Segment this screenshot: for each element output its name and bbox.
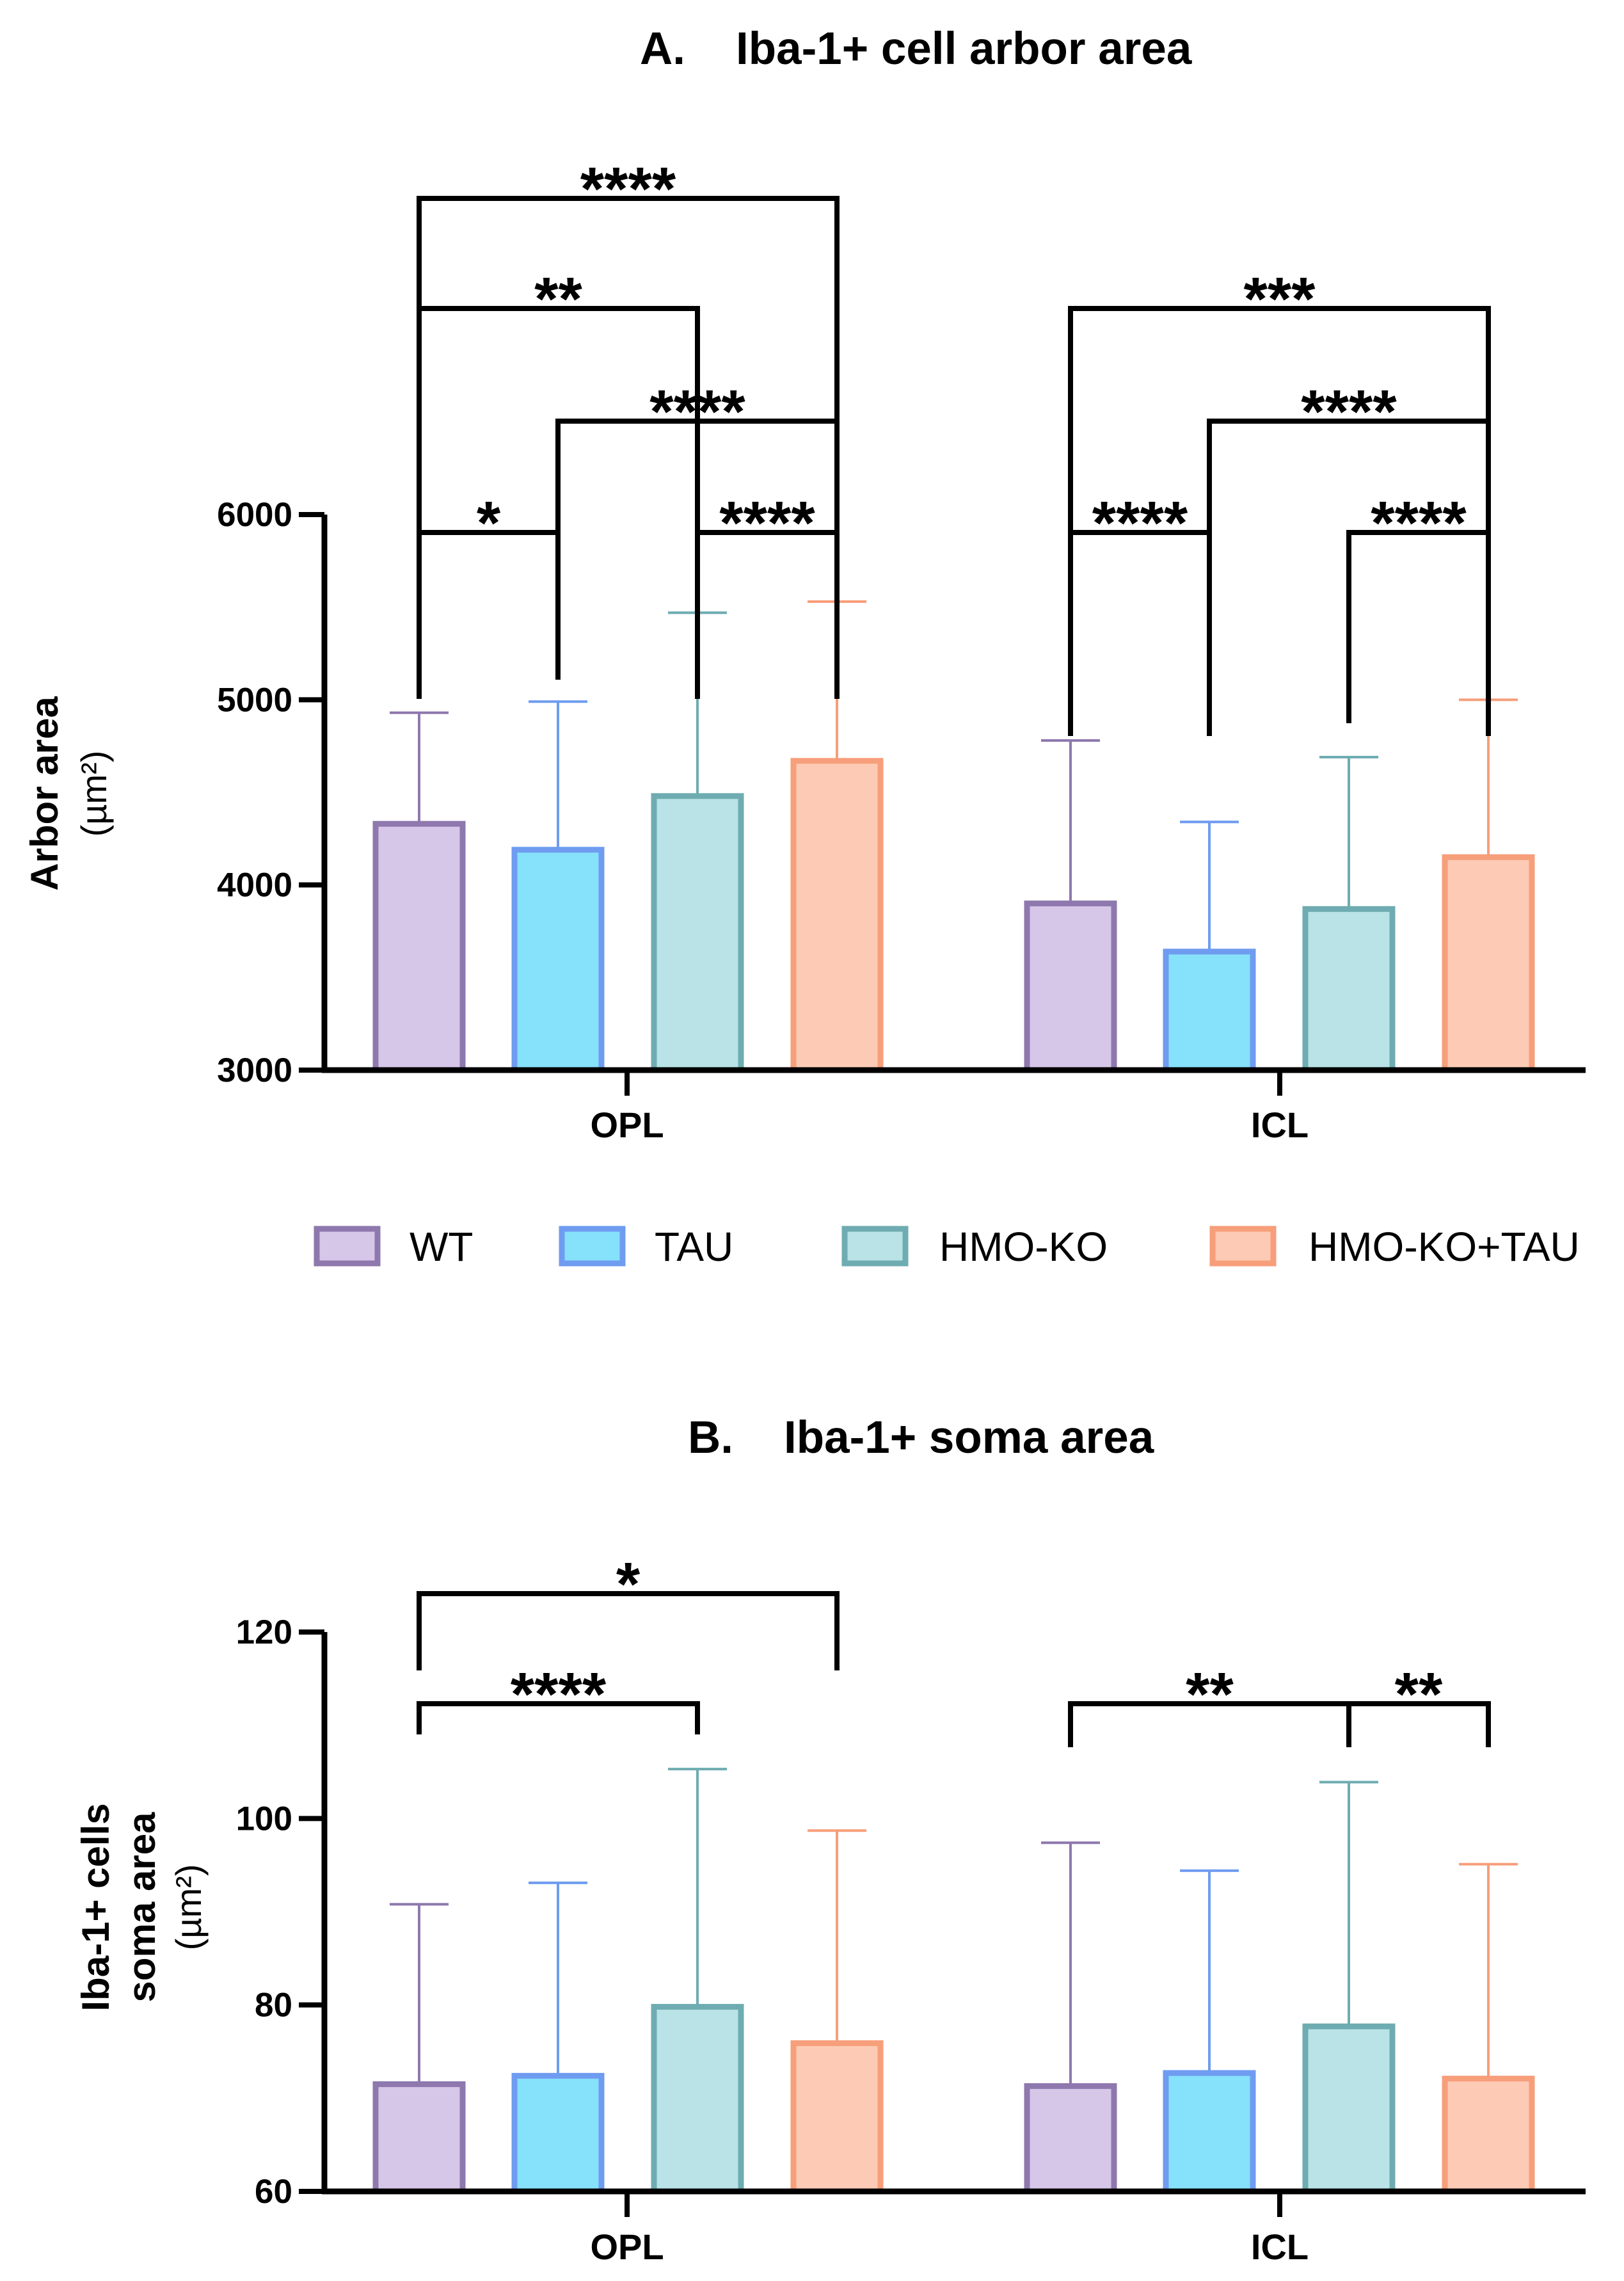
chart-a-category-label-icl: ICL (1251, 1105, 1309, 1145)
chart-a-significance-label: **** (649, 378, 745, 446)
chart-b-significance-bracket (1346, 1701, 1491, 1747)
chart-a-significance-bracket (695, 530, 840, 699)
chart-a-significance-label: **** (1301, 378, 1397, 446)
chart-b-ylabel-unit: (µm²) (168, 1864, 209, 1951)
chart-a-significance-bracket (417, 530, 561, 680)
chart-a-bar-tau-opl (511, 847, 605, 1073)
chart-a-ylabel-unit: (µm²) (74, 751, 114, 837)
chart-a-bar-hmo-ko-tau-opl (790, 758, 884, 1073)
chart-b-bar-hmo-ko-icl (1302, 2023, 1396, 2195)
chart-a-ytick-label: 3000 (217, 1052, 292, 1089)
chart-a-significance-bracket (1346, 530, 1491, 723)
chart-a-significance-label: **** (1092, 489, 1188, 557)
chart-a-bar-wt-icl (1024, 900, 1117, 1073)
chart-a-significance-label: **** (719, 489, 815, 557)
chart-a-significance-label: **** (1371, 489, 1467, 557)
legend-label-hmo-ko: HMO-KO (939, 1224, 1108, 1270)
legend-label-hmo-ko-tau: HMO-KO+TAU (1309, 1224, 1580, 1270)
chart-a-significance-label: * (477, 489, 501, 557)
chart-b-category-label-icl: ICL (1251, 2227, 1309, 2267)
chart-a-ylabel: Arbor area (µm²) (23, 696, 114, 891)
chart-b-ylabel-line-2: soma area (120, 1812, 163, 2002)
chart-b-ylabel: Iba-1+ cells soma area (µm²) (74, 1803, 209, 2011)
chart-a-ytick-label: 4000 (217, 867, 292, 904)
chart-b-significance-label: ** (1186, 1660, 1234, 1729)
chart-b-bar-wt-opl (372, 2081, 466, 2195)
chart-b-significance-label: * (616, 1550, 641, 1619)
chart-a-significance-bracket (555, 419, 840, 602)
chart-b-title-letter: B. (688, 1413, 733, 1463)
chart-b-significance-bracket (417, 1701, 700, 1734)
chart-b-ytick-label: 60 (255, 2173, 292, 2211)
chart-b-bar-hmo-ko-tau-icl (1442, 2076, 1535, 2195)
chart-b-category-label-opl: OPL (590, 2227, 664, 2267)
chart-b-ylabel-line-1: Iba-1+ cells (74, 1803, 117, 2011)
legend-swatch-hmo-ko-tau (1209, 1226, 1277, 1267)
chart-b-bar-tau-icl (1163, 2070, 1256, 2195)
chart-a-title-letter: A. (640, 24, 685, 74)
chart-a-category-label-opl: OPL (590, 1105, 664, 1145)
chart-b: B. Iba-1+ soma area Iba-1+ cells soma ar… (74, 1413, 1586, 2267)
chart-a-ytick-label: 6000 (217, 496, 292, 534)
chart-b-ytick-label: 80 (255, 1987, 292, 2024)
chart-a-ylabel-text: Arbor area (23, 696, 66, 891)
chart-b-bar-hmo-ko-tau-opl (790, 2040, 884, 2195)
chart-b-title: Iba-1+ soma area (784, 1413, 1154, 1463)
legend-label-tau: TAU (655, 1224, 733, 1270)
legend: WT TAU HMO-KO HMO-KO+TAU (314, 1224, 1580, 1270)
chart-a-significance-label: **** (580, 155, 676, 223)
chart-b-significance-label: ** (1395, 1660, 1443, 1729)
chart-a-significance-bracket (417, 196, 840, 680)
chart-a-bar-hmo-ko-tau-icl (1442, 854, 1535, 1073)
chart-a-significance-label: *** (1243, 265, 1316, 333)
chart-a-bar-tau-icl (1163, 948, 1256, 1073)
chart-a-title: Iba-1+ cell arbor area (736, 24, 1192, 74)
chart-a-significance-bracket (1068, 530, 1212, 736)
chart-b-bar-hmo-ko-opl (651, 2004, 744, 2195)
chart-a-bar-hmo-ko-opl (651, 793, 744, 1073)
chart-a: A. Iba-1+ cell arbor area Arbor area (µm… (23, 24, 1586, 1145)
chart-b-significance-label: **** (511, 1660, 607, 1729)
legend-swatch-hmo-ko (841, 1226, 909, 1267)
chart-a-ytick-label: 5000 (217, 681, 292, 719)
legend-label-wt: WT (410, 1224, 474, 1270)
chart-b-significance-bracket (417, 1591, 840, 1670)
chart-b-ytick-label: 100 (236, 1800, 292, 1837)
chart-a-bar-wt-opl (372, 820, 466, 1073)
chart-b-ytick-label: 120 (236, 1613, 292, 1651)
chart-a-bar-hmo-ko-icl (1302, 906, 1396, 1073)
legend-swatch-tau (559, 1226, 626, 1267)
chart-b-bar-wt-icl (1024, 2083, 1117, 2195)
chart-a-significance-bracket (417, 306, 700, 699)
chart-a-significance-label: ** (534, 265, 582, 333)
chart-b-bar-tau-opl (511, 2072, 605, 2195)
legend-swatch-wt (314, 1226, 381, 1267)
